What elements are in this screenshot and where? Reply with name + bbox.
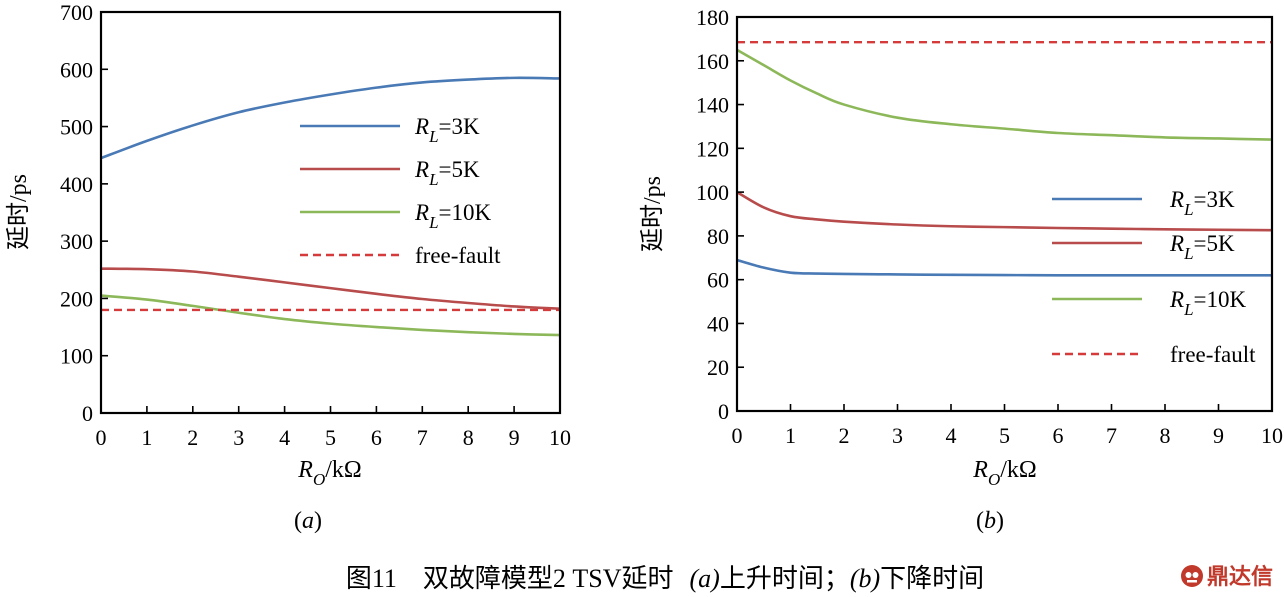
x-tick-label: 6 (371, 425, 382, 450)
caption-part-a-label: (a) (689, 564, 719, 593)
chart-panel-b: 0 1 2 3 4 5 6 7 8 9 10020406080100120140160180RO/k… (639, 5, 1283, 534)
x-tick-label: 3 (892, 423, 903, 448)
x-tick-label: 2 (187, 425, 198, 450)
y-tick-label: 100 (60, 344, 93, 369)
x-axis-label: RO/kΩ (972, 457, 1036, 489)
x-tick-label: 10 (1261, 423, 1283, 448)
x-tick-label: 9 (1213, 423, 1224, 448)
legend: RL=3K RL=5K RL=10K free-fault (1052, 187, 1256, 367)
x-tick-label: 1 (141, 425, 152, 450)
x-tick-label: 5 (325, 425, 336, 450)
y-tick-label: 120 (696, 136, 729, 161)
series-lines (101, 76, 560, 337)
x-tick-label: 0 (96, 425, 107, 450)
y-tick-label: 40 (707, 311, 729, 336)
x-tick-label: 7 (417, 425, 428, 450)
series-line-rl-5k (101, 267, 560, 311)
panel-label: (a) (294, 508, 322, 534)
x-tick-label: 8 (463, 425, 474, 450)
y-tick-label: 400 (60, 172, 93, 197)
y-tick-label: 60 (707, 268, 729, 293)
brand-watermark: 鼎达信 (1181, 564, 1273, 589)
panel-label: (b) (976, 508, 1004, 534)
x-tick-label: 3 (233, 425, 244, 450)
series-line-rl-10k (737, 48, 1272, 141)
legend-entry-label: RL=5K (1169, 231, 1235, 263)
caption-part-b-text: 下降时间 (880, 564, 984, 593)
series-line-rl-3k (737, 258, 1272, 277)
x-tick-label: 4 (946, 423, 957, 448)
y-tick-label: 100 (696, 180, 729, 205)
x-tick-label: 2 (839, 423, 850, 448)
y-tick-label: 500 (60, 115, 93, 140)
series-line-rl-10k (101, 294, 560, 337)
x-tick-label: 6 (1053, 423, 1064, 448)
legend-entry-label: RL=5K (414, 157, 480, 189)
x-tick-label: 5 (999, 423, 1010, 448)
x-tick-label: 8 (1160, 423, 1171, 448)
series-lines (737, 40, 1272, 277)
caption-prefix: 图11 双故障模型2 TSV延时 (346, 564, 674, 593)
y-tick-label: 20 (707, 355, 729, 380)
legend: RL=3K RL=5K RL=10K free-fault (300, 114, 501, 268)
legend-entry-label: RL=3K (1169, 187, 1235, 219)
legend-entry-label: RL=10K (414, 200, 492, 232)
legend-entry-label: free-fault (415, 243, 501, 268)
legend-entry-label: RL=10K (1169, 287, 1247, 319)
y-tick-label: 140 (696, 93, 729, 118)
y-tick-label: 80 (707, 224, 729, 249)
legend-entry-label: RL=3K (414, 114, 480, 146)
caption-part-b-label: (b) (850, 564, 880, 593)
x-tick-label: 9 (509, 425, 520, 450)
x-tick-label: 4 (279, 425, 290, 450)
figure-caption: 图11 双故障模型2 TSV延时 (a)上升时间；(b)下降时间 (346, 564, 984, 593)
x-tick-label: 10 (549, 425, 571, 450)
y-tick-label: 700 (60, 0, 93, 25)
chart-panel-a: 0 1 2 3 4 5 6 7 8 9 100100200300400500600700RO/kΩ延… (5, 0, 571, 534)
y-tick-label: 160 (696, 49, 729, 74)
dingdaxin-logo-icon (1181, 565, 1203, 587)
series-line-rl-3k (101, 76, 560, 160)
y-axis-label: 延时/ps (5, 174, 32, 250)
x-tick-label: 0 (732, 423, 743, 448)
legend-entry-label: free-fault (1170, 342, 1256, 367)
y-tick-label: 200 (60, 286, 93, 311)
y-tick-label: 600 (60, 57, 93, 82)
y-tick-label: 0 (718, 399, 729, 424)
series-line-rl-5k (737, 190, 1272, 232)
y-tick-label: 0 (82, 401, 93, 426)
x-tick-label: 7 (1106, 423, 1117, 448)
x-tick-label: 1 (785, 423, 796, 448)
y-tick-label: 300 (60, 229, 93, 254)
caption-part-a-text: 上升时间； (720, 564, 850, 593)
y-axis-label: 延时/ps (639, 176, 666, 252)
y-tick-label: 180 (696, 5, 729, 30)
brand-text: 鼎达信 (1207, 564, 1273, 589)
x-axis-label: RO/kΩ (297, 457, 361, 489)
